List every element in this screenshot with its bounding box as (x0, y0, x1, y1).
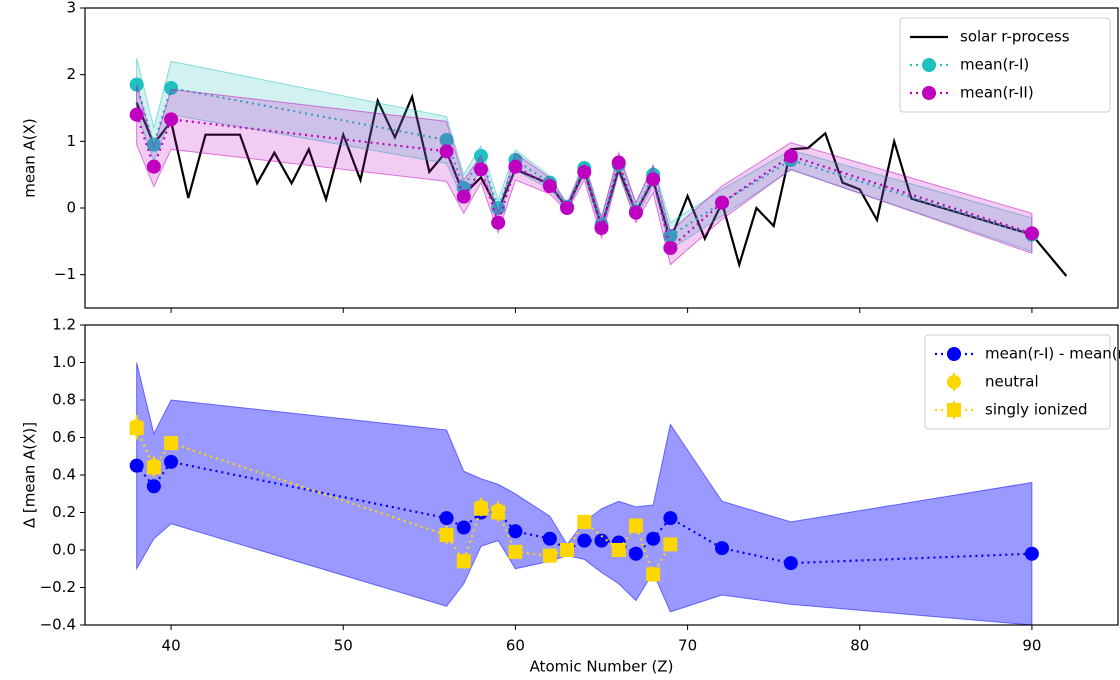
y-axis-label: mean A(X) (21, 118, 39, 198)
y-tick-label: 0.0 (52, 541, 76, 559)
marker (663, 537, 678, 552)
marker (783, 556, 798, 571)
marker (560, 543, 575, 557)
marker (508, 524, 523, 539)
marker (456, 520, 471, 535)
plot-area (129, 57, 1068, 277)
marker (164, 81, 179, 95)
marker (594, 533, 609, 548)
marker (439, 144, 454, 159)
y-tick-label: 2 (66, 65, 76, 83)
marker (663, 241, 678, 255)
marker (577, 533, 592, 548)
marker (146, 137, 161, 152)
marker (542, 548, 557, 563)
marker (491, 201, 506, 215)
plot-frame (84, 7, 1119, 309)
plot-area (129, 362, 1039, 625)
marker (646, 567, 661, 582)
x-tick-label: 40 (162, 637, 181, 655)
legend-label: mean(r-II) (960, 84, 1034, 102)
marker (577, 514, 592, 529)
marker (164, 436, 179, 451)
marker (646, 531, 661, 546)
marker (611, 155, 626, 170)
x-axis-label: Atomic Number (Z) (530, 658, 674, 676)
marker (715, 541, 730, 556)
marker (439, 133, 454, 147)
marker (473, 501, 488, 516)
y-tick-label: −0.4 (40, 616, 76, 634)
y-tick-label: 0.6 (52, 428, 76, 446)
y-axis-label: Δ [mean A(X)] (21, 422, 39, 528)
marker (508, 159, 523, 174)
marker (164, 454, 179, 469)
legend-marker (947, 403, 961, 417)
y-tick-label: 0.2 (52, 503, 76, 521)
marker (129, 107, 144, 122)
marker (456, 554, 471, 569)
marker (594, 221, 609, 235)
error-band (136, 362, 1033, 625)
legend-label: neutral (985, 373, 1039, 391)
y-tick-label: −0.2 (40, 578, 76, 596)
plot-frame (84, 324, 1119, 626)
y-tick-label: 0.8 (52, 391, 76, 409)
y-tick-label: 3 (66, 0, 76, 17)
marker (456, 189, 471, 204)
legend-marker (947, 347, 961, 361)
x-tick-label: 70 (678, 637, 697, 655)
marker (577, 165, 592, 179)
marker (715, 195, 730, 210)
marker (628, 546, 643, 561)
marker (146, 460, 161, 475)
y-tick-label: 0.4 (52, 466, 76, 484)
marker (663, 511, 678, 526)
x-tick-label: 90 (1022, 637, 1041, 655)
marker (783, 149, 798, 163)
legend-label: mean(r-I) (960, 56, 1029, 74)
y-tick-label: 1.0 (52, 353, 76, 371)
marker (439, 528, 454, 542)
marker (1024, 226, 1039, 241)
y-tick-label: 0 (66, 199, 76, 217)
marker (439, 511, 454, 526)
y-tick-label: 1 (66, 132, 76, 150)
marker (164, 112, 179, 127)
marker (129, 458, 144, 473)
marker (560, 201, 575, 215)
marker (1024, 546, 1039, 561)
marker (129, 421, 144, 436)
marker (473, 162, 488, 177)
legend-label: singly ionized (985, 401, 1087, 419)
marker (628, 518, 643, 533)
marker (542, 179, 557, 193)
marker (146, 479, 161, 494)
y-tick-label: 1.2 (52, 316, 76, 334)
marker (628, 205, 643, 220)
marker (611, 543, 626, 557)
x-tick-label: 80 (850, 637, 869, 655)
marker (542, 531, 557, 546)
marker (663, 229, 678, 243)
legend-label: mean(r-I) - mean(r-II) (985, 345, 1120, 363)
marker (146, 159, 161, 174)
legend-label: solar r-process (960, 28, 1070, 46)
marker (508, 544, 523, 559)
legend-box (899, 17, 1111, 113)
legend-marker (922, 58, 936, 72)
x-tick-label: 50 (334, 637, 353, 655)
legend-box (924, 334, 1111, 430)
marker (491, 215, 506, 230)
x-tick-label: 60 (506, 637, 525, 655)
legend-marker (922, 86, 936, 100)
marker (646, 172, 661, 187)
y-tick-label: −1 (54, 265, 76, 283)
marker (491, 505, 506, 520)
legend-marker (947, 375, 961, 389)
